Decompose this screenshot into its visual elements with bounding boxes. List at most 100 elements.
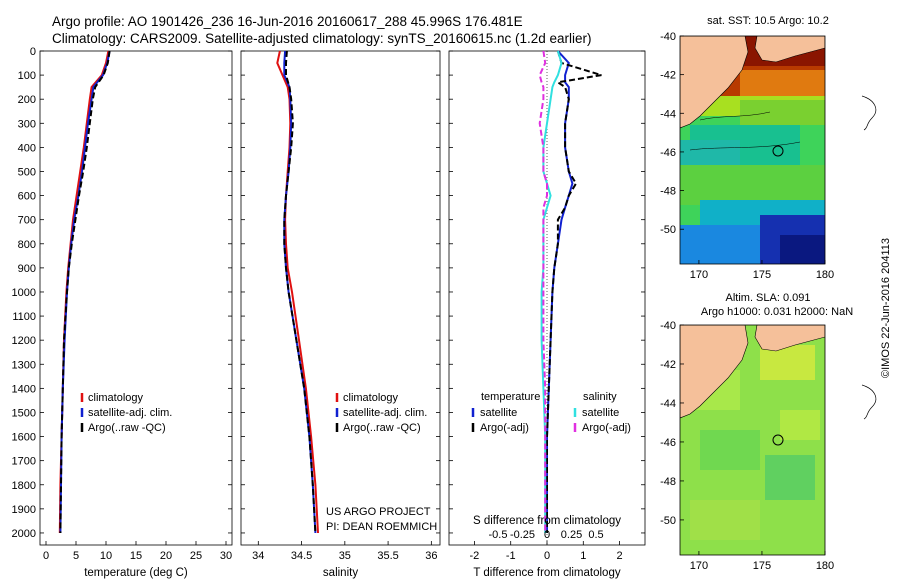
depth-tick-label: 1000: [12, 287, 36, 299]
sla-map-xtick-label: 175: [753, 560, 771, 572]
sst-map-frame: [679, 35, 826, 265]
sla-map-ytick-label: -46: [660, 437, 676, 449]
depth-tick-label: 1500: [12, 407, 36, 419]
sst-heatmap: [680, 36, 825, 264]
sst-map-ytick-label: -42: [660, 70, 676, 82]
temperature-xtick-label: 0: [43, 550, 49, 562]
salinity-legend-label: Argo(..raw -QC): [343, 422, 421, 434]
credit-line-1: US ARGO PROJECT: [326, 506, 431, 518]
depth-tick-label: 1600: [12, 432, 36, 444]
salinity-xtick-label: 35: [339, 550, 351, 562]
diff-s-tick-label: 0: [544, 529, 550, 541]
diff-legend-label: satellite: [582, 407, 619, 419]
diff-s-tick-label: -0.25: [510, 529, 535, 541]
sla-map-ytick-label: -40: [660, 320, 676, 332]
temperature-frame: [39, 50, 233, 546]
diff-s-tick-label: 0.5: [588, 529, 603, 541]
sla-map-xtick-label: 180: [816, 560, 834, 572]
sst-map-xtick-label: 170: [690, 269, 708, 281]
sst-map-title: sat. SST: 10.5 Argo: 10.2: [707, 15, 829, 27]
salinity-series-argo-raw-qc-: [283, 50, 317, 534]
salinity-xtick-label: 36: [425, 550, 437, 562]
temperature-legend-label: satellite-adj. clim.: [88, 407, 172, 419]
diff-legend-label: satellite: [480, 407, 517, 419]
salinity-series-satellite-adj-clim-: [283, 50, 317, 534]
depth-tick-label: 1900: [12, 504, 36, 516]
differences-xtick-label: -2: [470, 550, 480, 562]
sla-map-ytick-label: -44: [660, 398, 676, 410]
temperature-xtick-label: 10: [100, 550, 112, 562]
sla-map-ytick-label: -42: [660, 359, 676, 371]
diff-s-tick-label: 0.25: [561, 529, 582, 541]
depth-tick-label: 500: [18, 166, 36, 178]
diff-s-tick-label: -0.5: [489, 529, 508, 541]
differences-xtick-label: -1: [506, 550, 516, 562]
sla-map-ytick-label: -50: [660, 515, 676, 527]
temperature-xtick-label: 25: [190, 550, 202, 562]
differences-xtick-label: 0: [544, 550, 550, 562]
salinity-legend-label: satellite-adj. clim.: [343, 407, 427, 419]
depth-tick-label: 200: [18, 94, 36, 106]
depth-tick-label: 1800: [12, 480, 36, 492]
temperature-xtick-label: 5: [73, 550, 79, 562]
salinity-xtick-label: 34.5: [291, 550, 312, 562]
chart-marks: 0 5 10 15 20 25 300100200300400500600700800900…: [12, 31, 835, 579]
header-line-2: Climatology: CARS2009. Satellite-adjuste…: [52, 31, 592, 46]
depth-tick-label: 600: [18, 191, 36, 203]
diff-legend-title-t: temperature: [481, 391, 540, 403]
depth-tick-label: 800: [18, 239, 36, 251]
temperature-series-argo-raw-qc-: [59, 50, 111, 534]
depth-tick-label: 100: [18, 70, 36, 82]
sst-map-xtick-label: 180: [816, 269, 834, 281]
sla-map-subtitle: Argo h1000: 0.031 h2000: NaN: [701, 306, 853, 318]
depth-tick-label: 0: [30, 46, 36, 58]
sst-map-xtick-label: 175: [753, 269, 771, 281]
differences-xtick-label: 2: [617, 550, 623, 562]
sst-map-ytick-label: -48: [660, 186, 676, 198]
sla-map-frame: [679, 324, 826, 556]
depth-tick-label: 900: [18, 263, 36, 275]
sst-map-ytick-label: -50: [660, 224, 676, 236]
differences-xlabel: T difference from climatology: [473, 567, 620, 579]
diff-legend-title-s: salinity: [583, 391, 617, 403]
sla-map-title: Altim. SLA: 0.091: [726, 292, 811, 304]
sla-map-outer-coast: [861, 384, 877, 420]
differences-series-temperature-argo-adj-: [546, 50, 602, 533]
diff-legend-label: Argo(-adj): [480, 422, 529, 434]
temperature-xtick-label: 15: [130, 550, 142, 562]
sla-map-argo-marker: [772, 434, 784, 446]
sst-map-argo-marker: [772, 145, 784, 157]
salinity-xlabel: salinity: [323, 567, 358, 579]
temperature-xlabel: temperature (deg C): [84, 567, 188, 579]
differences-xtick-label: 1: [580, 550, 586, 562]
temperature-legend-label: Argo(..raw -QC): [88, 422, 166, 434]
depth-tick-label: 700: [18, 215, 36, 227]
sst-map-outer-coast: [861, 95, 877, 131]
temperature-xtick-label: 30: [220, 550, 232, 562]
salinity-frame: [240, 50, 441, 546]
depth-tick-label: 300: [18, 118, 36, 130]
depth-tick-label: 400: [18, 142, 36, 154]
sst-map-ytick-label: -44: [660, 108, 676, 120]
differences-series-temperature-satellite: [546, 50, 574, 533]
salinity-legend-label: climatology: [343, 392, 399, 404]
temperature-xtick-label: 20: [160, 550, 172, 562]
credit-line-2: PI: DEAN ROEMMICH: [326, 521, 437, 533]
diff-top-xlabel: S difference from climatology: [473, 515, 621, 527]
differences-series-salinity-argo-adj-: [538, 50, 548, 533]
depth-tick-label: 1200: [12, 335, 36, 347]
depth-tick-label: 1700: [12, 456, 36, 468]
header-line-1: Argo profile: AO 1901426_236 16-Jun-2016…: [52, 14, 523, 29]
sla-heatmap: [680, 325, 825, 555]
temperature-legend-label: climatology: [88, 392, 144, 404]
differences-series-salinity-satellite: [540, 50, 563, 533]
sla-map-xtick-label: 170: [690, 560, 708, 572]
sst-map-ytick-label: -46: [660, 147, 676, 159]
salinity-xtick-label: 35.5: [377, 550, 398, 562]
depth-tick-label: 1100: [12, 311, 36, 323]
depth-tick-label: 1300: [12, 359, 36, 371]
depth-tick-label: 1400: [12, 383, 36, 395]
depth-tick-label: 2000: [12, 528, 36, 540]
sst-map-ytick-label: -40: [660, 31, 676, 43]
